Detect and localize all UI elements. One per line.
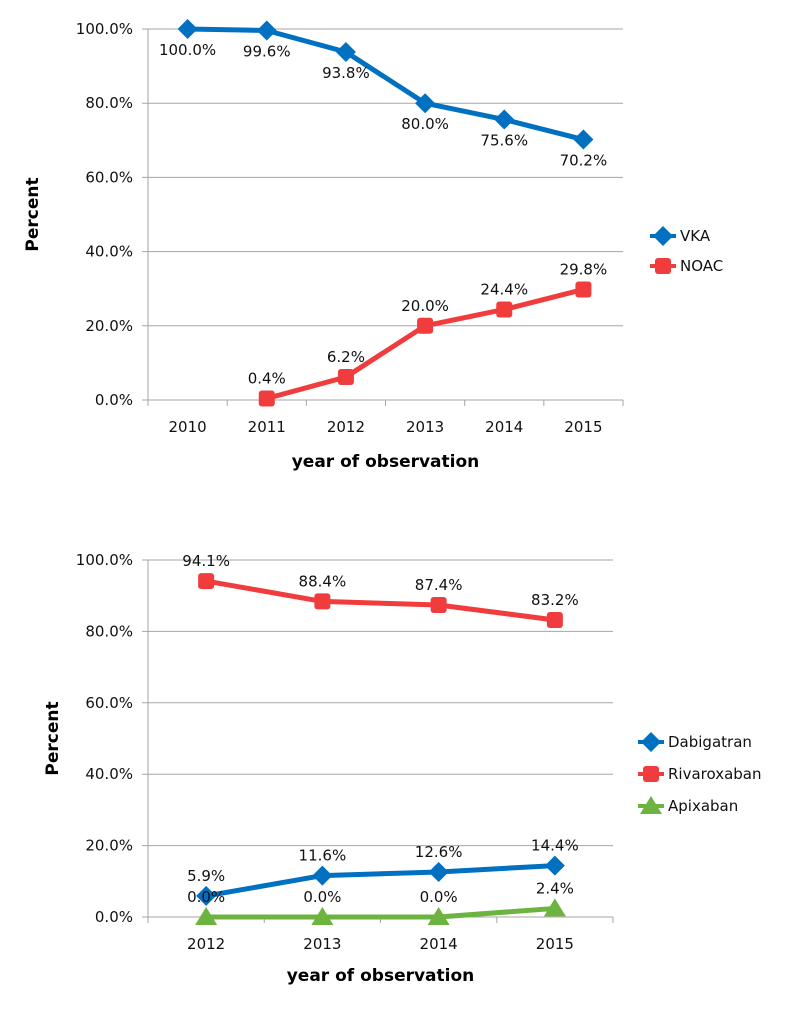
chart2-rivaroxaban-point (198, 573, 215, 590)
chart2-apixaban-point (195, 907, 218, 925)
chart1-vka-legend-marker (653, 226, 673, 246)
chart1-noac-legend-label: NOAC (680, 257, 723, 275)
chart1-vka-line (187, 26, 585, 142)
chart1-x-tick-label: 2014 (485, 418, 523, 436)
chart1-noac-data-label: 29.8% (560, 260, 608, 278)
chart2-apixaban-legend-marker (640, 796, 662, 814)
chart2-rivaroxaban-point (314, 593, 331, 610)
chart1-vka-point (415, 93, 436, 114)
chart1-noac-data-label: 20.0% (401, 297, 449, 315)
chart1-vka-data-label: 93.8% (322, 64, 370, 82)
chart1-y-tick-label: 0.0% (95, 391, 133, 409)
chart2-apixaban-point (311, 907, 334, 925)
chart2-y-tick-label: 20.0% (85, 837, 133, 855)
chart2-rivaroxaban-data-label: 87.4% (415, 576, 463, 594)
chart2-rivaroxaban-line (205, 578, 556, 623)
chart1-noac-data-label: 24.4% (480, 280, 528, 298)
chart2-rivaroxaban-legend-label: Rivaroxaban (668, 765, 762, 783)
chart2-dabigatran-line (205, 863, 556, 899)
chart2-dabigatran-point (544, 855, 565, 876)
chart2-rivaroxaban-point (430, 596, 447, 613)
chart1-noac-point (258, 390, 275, 407)
chart1-noac-point (575, 281, 592, 298)
chart1-vka-point (335, 42, 356, 63)
chart1-y-tick-label: 60.0% (85, 168, 133, 186)
chart2-apixaban-point (543, 898, 566, 917)
chart2-apixaban-legend-label: Apixaban (668, 797, 738, 815)
chart1-vka-data-label: 80.0% (401, 115, 449, 133)
chart1-x-tick-label: 2012 (327, 418, 365, 436)
chart1-x-tick-label: 2011 (248, 418, 286, 436)
chart1-x-axis-title: year of observation (292, 452, 480, 472)
chart1-noac-point (417, 317, 434, 334)
chart1-vka-data-label: 99.6% (243, 42, 291, 60)
chart1-y-axis-title: Percent (23, 177, 43, 251)
chart2-x-tick-label: 2013 (303, 935, 341, 953)
chart2-dabigatran-point (428, 862, 449, 883)
chart2-rivaroxaban-legend-marker (643, 766, 659, 782)
chart2-y-tick-label: 40.0% (85, 765, 133, 783)
chart2-dabigatran-point (196, 885, 217, 906)
chart1-noac-point (496, 301, 513, 318)
chart1-x-tick-label: 2010 (168, 418, 206, 436)
chart2-y-tick-label: 0.0% (95, 908, 133, 926)
chart2-apixaban-line (206, 905, 556, 920)
chart2-dabigatran-point (312, 865, 333, 886)
chart1-y-tick-label: 40.0% (85, 243, 133, 261)
chart2-apixaban-data-label: 0.0% (420, 888, 458, 906)
chart2-x-tick-label: 2014 (420, 935, 458, 953)
chart1-vka-data-label: 70.2% (560, 152, 608, 170)
chart2-apixaban-point (427, 907, 450, 925)
chart1-vka-data-label: 100.0% (159, 41, 216, 59)
chart1-x-tick-label: 2015 (564, 418, 602, 436)
chart2-apixaban-data-label: 0.0% (303, 888, 341, 906)
chart2-x-tick-label: 2015 (536, 935, 574, 953)
chart1-y-tick-label: 20.0% (85, 317, 133, 335)
chart1-vka-data-label: 75.6% (480, 132, 528, 150)
chart2-apixaban-data-label: 2.4% (536, 879, 574, 897)
chart2-rivaroxaban-data-label: 88.4% (299, 572, 347, 590)
chart1-noac-data-label: 0.4% (248, 370, 286, 388)
chart1-vka-point (573, 129, 594, 150)
chart1-vka-legend-label: VKA (680, 227, 711, 245)
chart2-dabigatran-legend-label: Dabigatran (668, 733, 752, 751)
chart1-y-tick-label: 100.0% (76, 20, 133, 38)
chart2-y-tick-label: 100.0% (76, 551, 133, 569)
chart1-vka-point (494, 109, 515, 130)
chart2-rivaroxaban-point (546, 611, 563, 628)
chart1-x-tick-label: 2013 (406, 418, 444, 436)
chart1-vka-point (256, 20, 277, 41)
chart2-dabigatran-data-label: 14.4% (531, 837, 579, 855)
chart2-dabigatran-data-label: 11.6% (299, 847, 347, 865)
chart2-x-axis-title: year of observation (287, 966, 475, 986)
chart2-rivaroxaban-data-label: 83.2% (531, 591, 579, 609)
chart2-apixaban-data-label: 0.0% (187, 888, 225, 906)
chart2-x-tick-label: 2012 (187, 935, 225, 953)
chart1-noac-data-label: 6.2% (327, 348, 365, 366)
chart2-y-axis-title: Percent (43, 701, 63, 775)
chart2-dabigatran-data-label: 5.9% (187, 867, 225, 885)
chart1-y-tick-label: 80.0% (85, 94, 133, 112)
chart1-noac-legend-marker (655, 258, 671, 274)
chart2-rivaroxaban-data-label: 94.1% (182, 552, 230, 570)
chart2-y-tick-label: 60.0% (85, 694, 133, 712)
chart1-noac-point (337, 368, 354, 385)
chart2-dabigatran-legend-marker (641, 732, 661, 752)
chart1-vka-point (177, 19, 198, 39)
chart2-dabigatran-data-label: 12.6% (415, 843, 463, 861)
chart2-y-tick-label: 80.0% (85, 622, 133, 640)
